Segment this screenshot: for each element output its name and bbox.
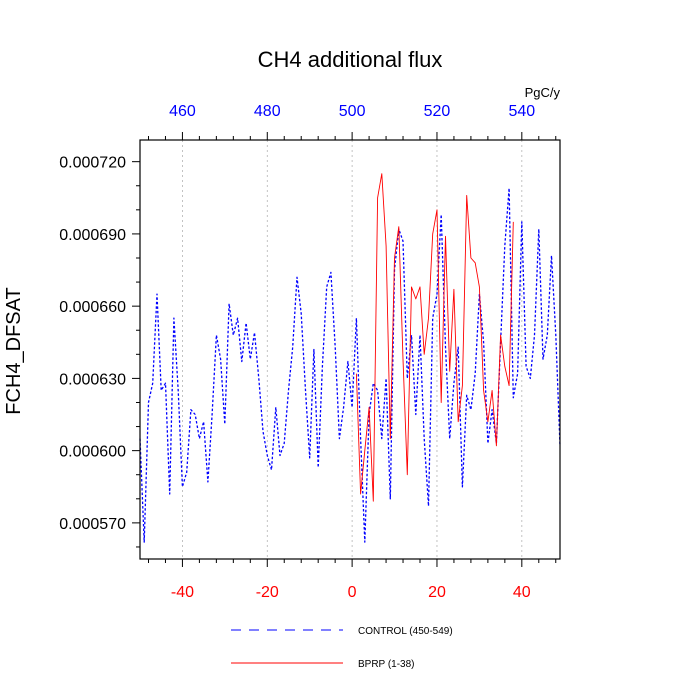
legend: CONTROL (450-549) BPRP (1-38) xyxy=(231,626,453,670)
top-axis-unit: PgC/y xyxy=(525,85,561,100)
top-tick-label: 480 xyxy=(254,103,281,120)
bottom-tick-label: 0 xyxy=(348,584,357,601)
legend-label-0: CONTROL (450-549) xyxy=(358,626,453,637)
bottom-tick-label: -40 xyxy=(171,584,194,601)
bottom-tick-label: 40 xyxy=(513,584,531,601)
plot-frame xyxy=(139,139,561,560)
legend-label-1: BPRP (1-38) xyxy=(358,659,415,670)
y-tick-label: 0.000720 xyxy=(59,155,126,172)
top-tick-label: 500 xyxy=(339,103,366,120)
top-tick-label: 520 xyxy=(424,103,451,120)
y-tick-label: 0.000570 xyxy=(59,516,126,533)
series-line-bprp xyxy=(355,173,514,502)
y-tick-label: 0.000690 xyxy=(59,227,126,244)
chart-title: CH4 additional flux xyxy=(258,47,443,72)
y-tick-label: 0.000660 xyxy=(59,299,126,316)
y-axis-label: FCH4_DFSAT xyxy=(3,287,25,414)
axis-ticks: -40 -20 0 20 40 460 480 500 520 540 0.000570 0.0006… xyxy=(59,103,557,601)
series-line-control xyxy=(139,187,561,543)
y-tick-label: 0.000630 xyxy=(59,371,126,388)
bottom-tick-label: -20 xyxy=(256,584,279,601)
top-tick-label: 540 xyxy=(508,103,535,120)
series-group xyxy=(139,173,561,543)
gridlines xyxy=(182,140,523,559)
bottom-tick-label: 20 xyxy=(428,584,446,601)
top-tick-label: 460 xyxy=(169,103,196,120)
y-tick-label: 0.000600 xyxy=(59,444,126,461)
